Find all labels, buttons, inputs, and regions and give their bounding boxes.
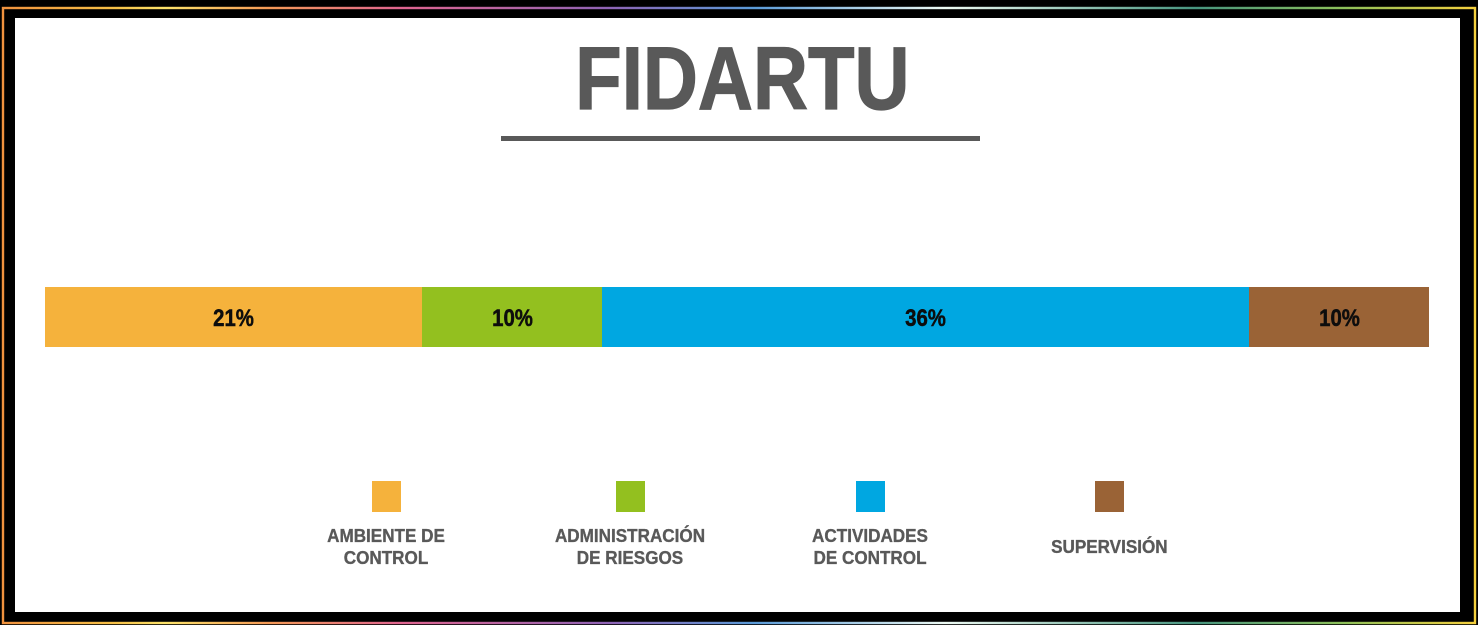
legend-label-text: ACTIVIDADES DE CONTROL bbox=[812, 525, 928, 569]
chart-panel: FIDARTU 21% 10% 36% 10% AMBIENTE DE CONTR… bbox=[15, 18, 1460, 612]
legend-swatch-orange bbox=[371, 481, 401, 512]
legend-label-lines: ADMINISTRACIÓN DE RIESGOS bbox=[555, 525, 705, 569]
legend-label-line-1: ACTIVIDADES bbox=[812, 525, 928, 546]
stacked-bar: 21% 10% 36% 10% bbox=[45, 287, 1429, 347]
legend-label: ACTIVIDADES DE CONTROL bbox=[809, 525, 931, 569]
legend-label-lines: ACTIVIDADES DE CONTROL bbox=[812, 525, 928, 569]
legend-item-supervision: SUPERVISIÓN bbox=[999, 481, 1219, 569]
bar-segment-value-label: 10% bbox=[1318, 304, 1360, 332]
legend-item-actividades-de-control: ACTIVIDADES DE CONTROL bbox=[760, 481, 980, 569]
legend-label-line-2: DE CONTROL bbox=[813, 547, 927, 568]
title-underline bbox=[501, 136, 980, 141]
legend-item-ambiente-de-control: AMBIENTE DE CONTROL bbox=[276, 481, 496, 569]
legend-swatch-brown bbox=[1094, 481, 1124, 512]
legend-label-text: SUPERVISIÓN bbox=[1051, 536, 1168, 558]
legend-swatch-blue bbox=[855, 481, 885, 512]
bar-segment-actividades-de-control: 36% bbox=[602, 287, 1250, 347]
legend-label-text: ADMINISTRACIÓN DE RIESGOS bbox=[555, 525, 705, 569]
page-title-text: FIDARTU bbox=[574, 28, 910, 128]
bar-segment-supervision: 10% bbox=[1249, 287, 1429, 347]
legend-label-line-2: CONTROL bbox=[343, 547, 429, 568]
legend-label-lines: AMBIENTE DE CONTROL bbox=[327, 525, 445, 569]
bar-segment-administracion-de-riesgos: 10% bbox=[422, 287, 603, 347]
page-title: FIDARTU bbox=[20, 28, 1465, 128]
legend-label-lines: SUPERVISIÓN bbox=[1051, 536, 1168, 558]
legend-label-line-1: SUPERVISIÓN bbox=[1050, 536, 1168, 557]
legend-item-administracion-de-riesgos: ADMINISTRACIÓN DE RIESGOS bbox=[520, 481, 740, 569]
legend-label: SUPERVISIÓN bbox=[1048, 525, 1171, 569]
bar-segment-value-label: 21% bbox=[213, 304, 255, 332]
legend-swatch-green bbox=[615, 481, 645, 512]
bar-segment-value-label: 10% bbox=[491, 304, 533, 332]
legend-label-line-1: AMBIENTE DE bbox=[327, 525, 445, 546]
legend-label-line-1: ADMINISTRACIÓN bbox=[554, 525, 706, 546]
legend-label: AMBIENTE DE CONTROL bbox=[324, 525, 448, 569]
legend-label-text: AMBIENTE DE CONTROL bbox=[327, 525, 445, 569]
legend-label-line-2: DE RIESGOS bbox=[576, 547, 684, 568]
bar-segment-value-label: 36% bbox=[905, 304, 947, 332]
bar-segment-ambiente-de-control: 21% bbox=[45, 287, 423, 347]
legend-label: ADMINISTRACIÓN DE RIESGOS bbox=[551, 525, 709, 569]
